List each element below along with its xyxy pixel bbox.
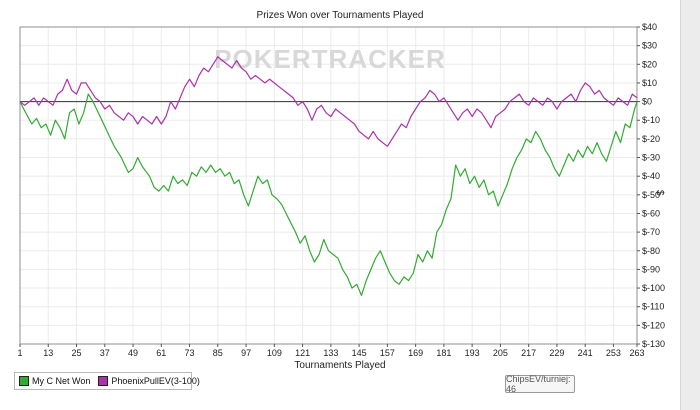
x-tick-label: 121 [295, 348, 310, 358]
y-tick-label: $10 [642, 78, 657, 88]
y-tick-label: $-70 [642, 227, 660, 237]
x-tick-label: 49 [128, 348, 138, 358]
y-tick-label: $-30 [642, 153, 660, 163]
x-tick-label: 181 [436, 348, 451, 358]
y-tick-label: $-100 [642, 283, 665, 293]
x-axis: 1 13 25 37 49 61 73 85 97 109 121 133 145 157 169 181 19… [17, 344, 645, 358]
x-tick-label: 25 [72, 348, 82, 358]
x-tick-label: 13 [43, 348, 53, 358]
y-tick-label: $-20 [642, 134, 660, 144]
y-tick-label: $-50 [642, 190, 660, 200]
x-tick-label: 263 [629, 348, 644, 358]
y-axis: $40 $30 $20 $10 $0 $-10 $-20 $-30 $-40 $-50 $-60 $-… [637, 22, 665, 349]
scrollbar-strip[interactable] [680, 0, 700, 410]
plot-area [19, 26, 638, 345]
x-tick-label: 217 [521, 348, 536, 358]
y-tick-label: $-80 [642, 246, 660, 256]
grid-lines [19, 26, 638, 345]
x-tick-label: 169 [408, 348, 423, 358]
y-tick-label: $0 [642, 97, 652, 107]
watermark: POKERTRACKER [214, 44, 446, 74]
x-tick-label: 205 [493, 348, 508, 358]
legend-swatch-purple [98, 376, 109, 386]
y-tick-label: $-130 [642, 339, 665, 349]
legend-label: My C Net Won [32, 376, 91, 386]
x-axis-label: Tournaments Played [294, 360, 386, 371]
y-tick-label: $-120 [642, 320, 665, 330]
x-tick-label: 109 [267, 348, 282, 358]
y-tick-label: $40 [642, 22, 657, 32]
legend-item-ev: PhoenixPullEV(3-100) [98, 376, 200, 386]
x-tick-label: 37 [100, 348, 110, 358]
x-tick-label: 253 [606, 348, 621, 358]
x-tick-label: 157 [380, 348, 395, 358]
legend-label: PhoenixPullEV(3-100) [111, 376, 200, 386]
legend-item-net-won: My C Net Won [19, 376, 90, 386]
y-tick-label: $-10 [642, 115, 660, 125]
legend: My C Net Won PhoenixPullEV(3-100) [14, 372, 200, 390]
y-tick-label: $-110 [642, 302, 664, 312]
x-tick-label: 73 [185, 348, 195, 358]
y-tick-label: $-60 [642, 208, 660, 218]
y-tick-label: $30 [642, 41, 657, 51]
y-axis-label: $ [654, 190, 665, 196]
series-line-1 [19, 56, 638, 147]
x-tick-label: 229 [549, 348, 564, 358]
series-line-0 [19, 93, 638, 297]
x-tick-label: 97 [241, 348, 251, 358]
x-tick-label: 61 [156, 348, 166, 358]
x-tick-label: 85 [213, 348, 223, 358]
x-tick-label: 133 [323, 348, 338, 358]
series-lines [19, 56, 638, 297]
chart-title: Prizes Won over Tournaments Played [256, 10, 424, 21]
x-tick-label: 193 [465, 348, 480, 358]
y-tick-label: $20 [642, 59, 657, 69]
x-tick-label: 241 [578, 348, 593, 358]
legend-swatch-green [19, 376, 29, 386]
y-tick-label: $-40 [642, 171, 660, 181]
y-tick-label: $-90 [642, 264, 660, 274]
chipsev-badge[interactable]: ChipsEV/turniej: 46 [505, 374, 575, 394]
x-tick-label: 1 [17, 348, 22, 358]
x-tick-label: 145 [352, 348, 367, 358]
